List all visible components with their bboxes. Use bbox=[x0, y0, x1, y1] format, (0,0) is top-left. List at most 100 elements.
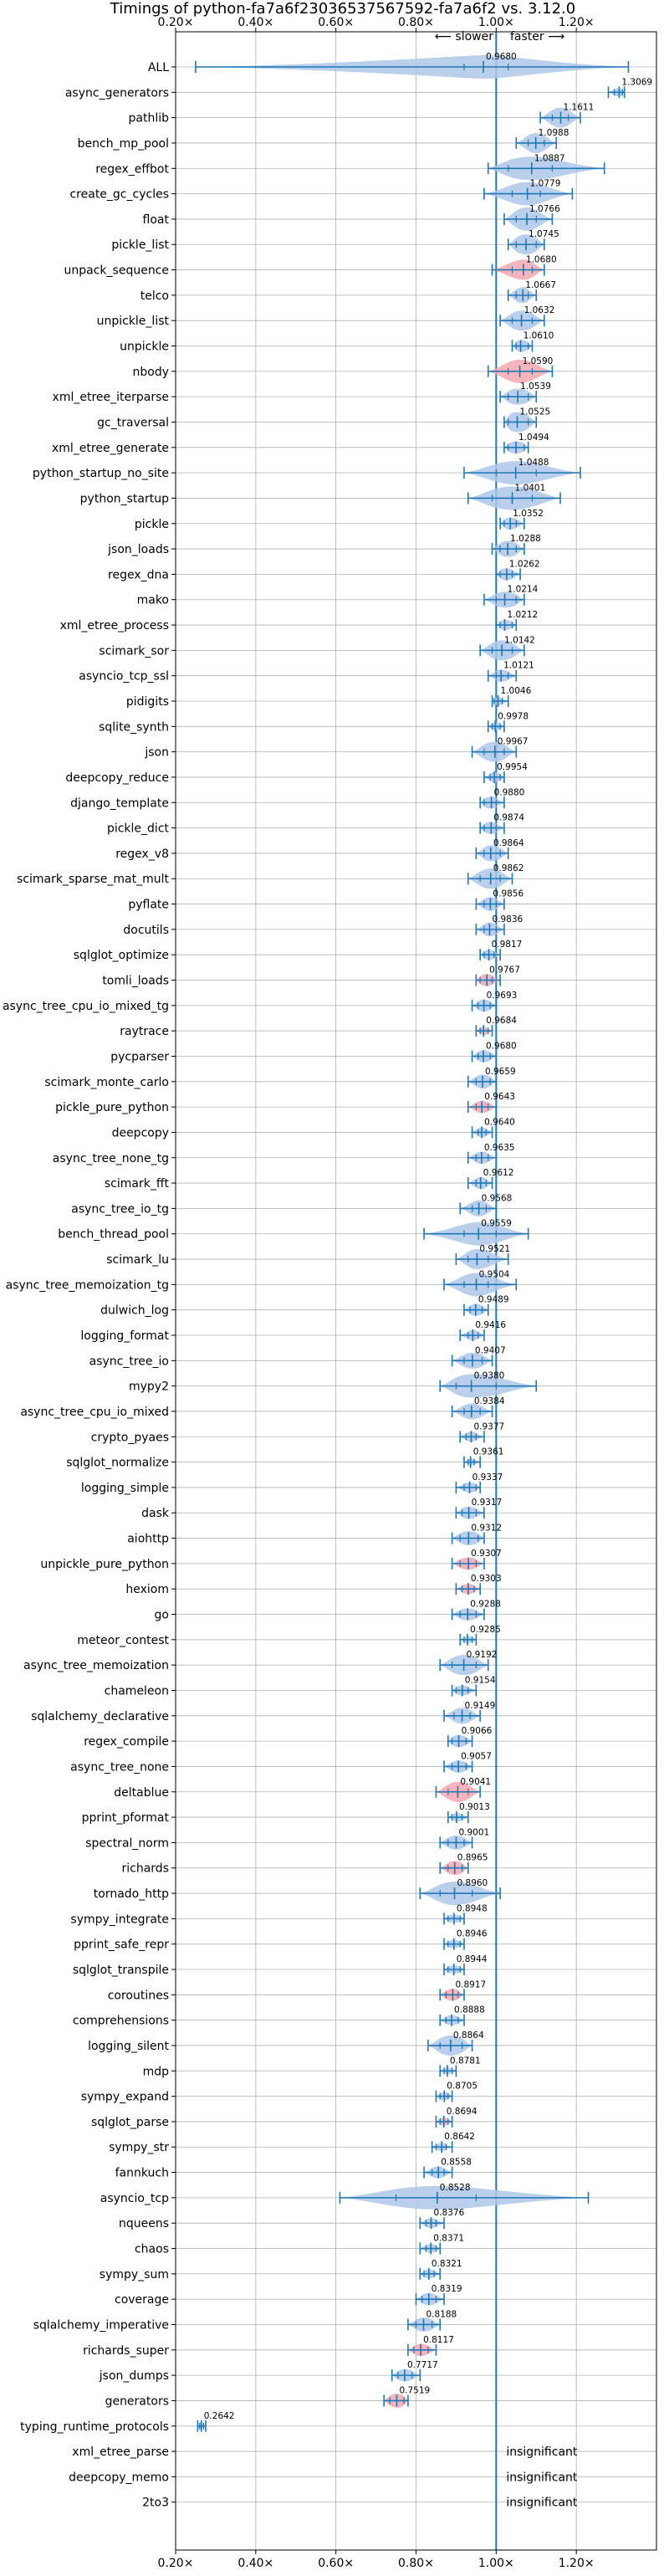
x-tick-label-top: 1.20× bbox=[559, 16, 595, 29]
x-tick-label-bottom: 0.80× bbox=[398, 2557, 434, 2570]
value-label: 0.9489 bbox=[478, 1295, 509, 1305]
value-label: 0.9659 bbox=[485, 1067, 516, 1077]
benchmark-label: nqueens bbox=[119, 2217, 169, 2230]
benchmark-label: regex_v8 bbox=[115, 848, 169, 861]
benchmark-label: sympy_expand bbox=[81, 2091, 169, 2104]
plot-frame bbox=[175, 31, 657, 2551]
benchmark-label: sqlglot_parse bbox=[91, 2116, 169, 2129]
value-label: 0.9635 bbox=[484, 1143, 515, 1153]
benchmark-label: sympy_integrate bbox=[70, 1913, 169, 1926]
value-label: 0.9416 bbox=[475, 1320, 506, 1330]
value-label: 1.0667 bbox=[525, 280, 556, 290]
value-label: 0.8558 bbox=[441, 2158, 472, 2168]
value-label: 0.9013 bbox=[459, 1802, 490, 1812]
benchmark-label: async_generators bbox=[65, 86, 169, 100]
value-label: 0.2642 bbox=[204, 2411, 235, 2421]
benchmark-label: comprehensions bbox=[73, 2015, 169, 2028]
insignificant-label: insignificant bbox=[506, 2471, 578, 2484]
value-label: 1.0401 bbox=[515, 483, 546, 493]
value-label: 1.0632 bbox=[524, 305, 555, 315]
benchmark-label: regex_compile bbox=[84, 1735, 169, 1749]
value-label: 0.8376 bbox=[434, 2208, 465, 2218]
benchmark-label: json_loads bbox=[107, 543, 169, 556]
value-label: 0.8781 bbox=[450, 2056, 481, 2066]
chart-title: Timings of python-fa7a6f23036537567592-f… bbox=[110, 0, 575, 18]
value-label: 0.9817 bbox=[492, 940, 523, 950]
value-label: 0.8117 bbox=[423, 2335, 454, 2345]
value-label: 0.9836 bbox=[492, 914, 523, 924]
value-label: 0.9612 bbox=[483, 1168, 514, 1178]
value-label: 1.0352 bbox=[513, 509, 544, 519]
benchmark-label: async_tree_io bbox=[89, 1355, 169, 1368]
value-label: 0.9874 bbox=[493, 813, 524, 823]
benchmark-label: async_tree_memoization_tg bbox=[6, 1278, 169, 1292]
value-label: 1.0779 bbox=[530, 179, 561, 189]
grid-lines bbox=[175, 32, 656, 2550]
benchmark-label: pickle bbox=[135, 518, 169, 531]
value-label: 1.3069 bbox=[621, 77, 652, 87]
benchmark-label: json_dumps bbox=[99, 2369, 169, 2383]
value-label: 0.9307 bbox=[471, 1549, 502, 1559]
value-label: 0.9317 bbox=[472, 1498, 503, 1508]
benchmark-label: chameleon bbox=[105, 1684, 169, 1698]
benchmark-label: aiohttp bbox=[127, 1533, 169, 1546]
value-label: 0.9384 bbox=[474, 1396, 505, 1406]
value-label: 0.9285 bbox=[470, 1625, 501, 1635]
value-label: 0.9380 bbox=[474, 1371, 505, 1381]
value-label: 0.9978 bbox=[498, 711, 529, 721]
x-tick-label-bottom: 1.20× bbox=[559, 2557, 595, 2570]
benchmark-label: docutils bbox=[123, 924, 169, 937]
benchmark-label: bench_mp_pool bbox=[78, 137, 169, 151]
benchmark-label: mako bbox=[137, 594, 169, 607]
benchmark-label: unpack_sequence bbox=[64, 264, 169, 278]
value-label: 1.0887 bbox=[534, 153, 565, 163]
value-label: 0.9377 bbox=[473, 1421, 504, 1431]
benchmark-label: sympy_str bbox=[109, 2141, 169, 2154]
benchmark-label: asyncio_tcp_ssl bbox=[79, 670, 169, 684]
benchmark-label: ALL bbox=[148, 61, 169, 74]
benchmark-label: asyncio_tcp bbox=[100, 2192, 169, 2205]
value-label: 0.9680 bbox=[486, 1041, 517, 1051]
insignificant-label: insignificant bbox=[506, 2497, 578, 2510]
value-label: 0.8642 bbox=[444, 2132, 475, 2142]
value-label: 1.0288 bbox=[510, 534, 541, 544]
benchmark-label: regex_effbot bbox=[95, 162, 169, 176]
slower-label: ⟵ slower bbox=[435, 30, 493, 44]
value-label: 0.8864 bbox=[453, 2031, 484, 2041]
value-label: 1.0488 bbox=[518, 458, 549, 468]
benchmark-label: sqlglot_transpile bbox=[73, 1964, 169, 1977]
benchmark-label: spectral_norm bbox=[85, 1836, 169, 1850]
value-label: 1.0494 bbox=[518, 433, 549, 443]
value-label: 0.9684 bbox=[486, 1016, 517, 1026]
benchmark-label: dask bbox=[141, 1507, 170, 1520]
benchmark-label: scimark_sparse_mat_mult bbox=[17, 873, 169, 886]
value-label: 0.9864 bbox=[493, 838, 524, 848]
benchmark-label: pycparser bbox=[110, 1050, 169, 1063]
value-label: 0.9154 bbox=[465, 1675, 496, 1685]
value-label: 0.9057 bbox=[461, 1751, 492, 1761]
value-label: 1.0142 bbox=[504, 635, 535, 645]
value-label: 0.9504 bbox=[479, 1269, 510, 1279]
benchmark-label: unpickle bbox=[120, 341, 169, 354]
benchmark-label: pyflate bbox=[128, 899, 169, 912]
benchmark-label: dulwich_log bbox=[100, 1304, 169, 1318]
value-label: 1.0610 bbox=[523, 331, 554, 341]
value-label: 0.9680 bbox=[486, 52, 517, 62]
value-label: 0.9559 bbox=[481, 1219, 512, 1229]
x-tick-label-bottom: 0.20× bbox=[158, 2557, 194, 2570]
value-label: 0.9640 bbox=[484, 1117, 515, 1127]
value-label: 0.9967 bbox=[498, 737, 529, 747]
value-label: 0.8319 bbox=[432, 2284, 462, 2294]
benchmark-label: scimark_fft bbox=[105, 1177, 170, 1191]
value-label: 0.9303 bbox=[471, 1574, 502, 1584]
value-label: 0.8371 bbox=[433, 2234, 464, 2244]
benchmark-label: go bbox=[155, 1609, 169, 1622]
benchmark-label: async_tree_io_tg bbox=[71, 1202, 169, 1216]
value-label: 1.0766 bbox=[529, 204, 560, 214]
violins: 0.9680 1.3069 1.1611 1.0988 1.0887 1.0779 1.07… bbox=[195, 32, 652, 2550]
value-label: 0.9192 bbox=[467, 1650, 498, 1660]
benchmark-label: logging_format bbox=[80, 1329, 169, 1343]
benchmark-label: pickle_pure_python bbox=[55, 1101, 169, 1114]
benchmark-label: pickle_list bbox=[111, 238, 169, 252]
x-tick-label-bottom: 0.60× bbox=[318, 2557, 354, 2570]
